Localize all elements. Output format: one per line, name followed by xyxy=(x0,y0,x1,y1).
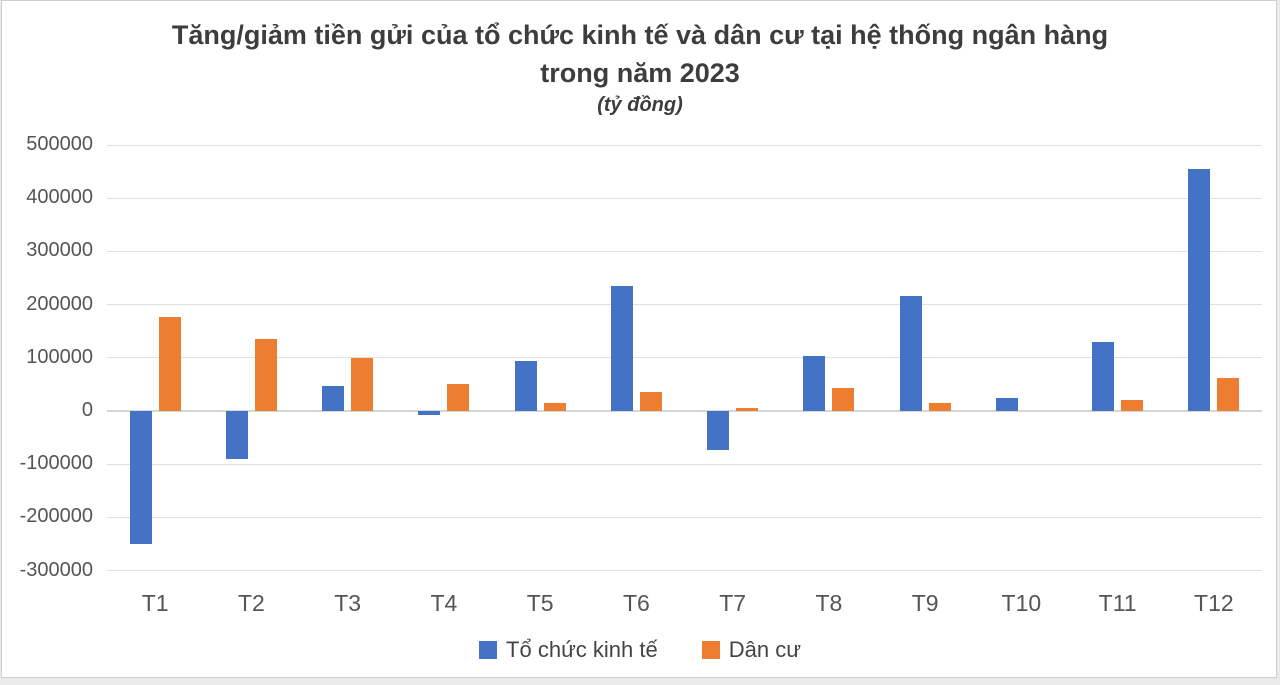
gridline xyxy=(107,144,1262,146)
bar-series2-T7 xyxy=(736,407,759,411)
legend-item-series2: Dân cư xyxy=(701,637,801,663)
gridline xyxy=(107,570,1262,571)
bar-series2-T4 xyxy=(447,384,470,411)
gridline xyxy=(107,463,1262,465)
x-axis-label-T3: T3 xyxy=(334,590,362,616)
bar-series2-T6 xyxy=(639,392,662,411)
x-axis-label-T10: T10 xyxy=(1001,590,1042,616)
bar-series1-T6 xyxy=(610,286,633,411)
x-axis-label-T6: T6 xyxy=(622,590,650,616)
chart-subtitle: (tỷ đồng) xyxy=(597,94,683,116)
x-axis-label-T11: T11 xyxy=(1098,590,1137,616)
y-axis-tick-label: -200000 xyxy=(19,505,93,528)
bar-series2-T9 xyxy=(928,403,951,411)
bar-series1-T7 xyxy=(707,410,730,451)
bar-series2-T1 xyxy=(158,317,181,411)
bar-series2-T3 xyxy=(351,357,374,411)
x-axis-label-T7: T7 xyxy=(719,590,747,616)
legend-label: Tổ chức kinh tế xyxy=(506,637,658,662)
bar-series1-T4 xyxy=(418,410,441,416)
bar-series1-T2 xyxy=(225,410,248,459)
x-axis-label-T12: T12 xyxy=(1194,590,1234,616)
x-axis-label-T2: T2 xyxy=(237,590,265,616)
chart-title: Tăng/giảm tiền gửi của tổ chức kinh tế v… xyxy=(171,20,1109,50)
legend-label: Dân cư xyxy=(728,637,801,662)
bar-series1-T5 xyxy=(514,361,537,411)
legend-item-series1: Tổ chức kinh tế xyxy=(479,637,658,663)
zero-axis-line xyxy=(107,409,1262,412)
bar-series1-T8 xyxy=(803,356,826,411)
x-axis-label-T9: T9 xyxy=(911,590,939,616)
bar-series1-T1 xyxy=(129,410,152,544)
gridline xyxy=(107,357,1262,359)
bar-series2-T11 xyxy=(1121,400,1144,411)
gridline xyxy=(107,197,1262,199)
legend-swatch-icon xyxy=(701,641,720,659)
y-axis-tick-label: 300000 xyxy=(26,239,93,262)
y-axis-tick-label: 200000 xyxy=(26,292,93,315)
bar-series1-T11 xyxy=(1092,342,1115,411)
gridline xyxy=(107,516,1262,518)
bar-series2-T5 xyxy=(543,403,566,411)
x-axis-label-T5: T5 xyxy=(526,590,554,616)
chart-title-line2: trong năm 2023 xyxy=(540,58,740,88)
x-axis-label-T4: T4 xyxy=(430,590,458,616)
y-axis-tick-label: 400000 xyxy=(26,186,93,209)
y-axis-tick-label: 0 xyxy=(81,398,93,421)
y-axis-tick-label: -100000 xyxy=(19,452,93,475)
y-axis-tick-label: -300000 xyxy=(19,558,93,581)
bar-series1-T3 xyxy=(322,385,345,411)
bar-series1-T10 xyxy=(995,398,1018,411)
bar-series2-T2 xyxy=(254,339,277,411)
gridline xyxy=(107,250,1262,252)
x-axis-label-T8: T8 xyxy=(815,590,843,616)
y-axis-tick-label: 500000 xyxy=(26,133,93,155)
x-axis-label-T1: T1 xyxy=(141,590,169,616)
bar-series2-T12 xyxy=(1217,377,1240,411)
legend-swatch-icon xyxy=(479,641,498,659)
chart-legend: Tổ chức kinh tế Dân cư xyxy=(0,637,1280,663)
chart-title-block: Tăng/giảm tiền gửi của tổ chức kinh tế v… xyxy=(0,16,1280,118)
y-axis-tick-label: 100000 xyxy=(26,345,93,368)
gridline xyxy=(107,304,1262,306)
bar-series1-T9 xyxy=(899,296,922,411)
bar-series1-T12 xyxy=(1188,168,1211,411)
bar-series2-T8 xyxy=(832,388,855,411)
